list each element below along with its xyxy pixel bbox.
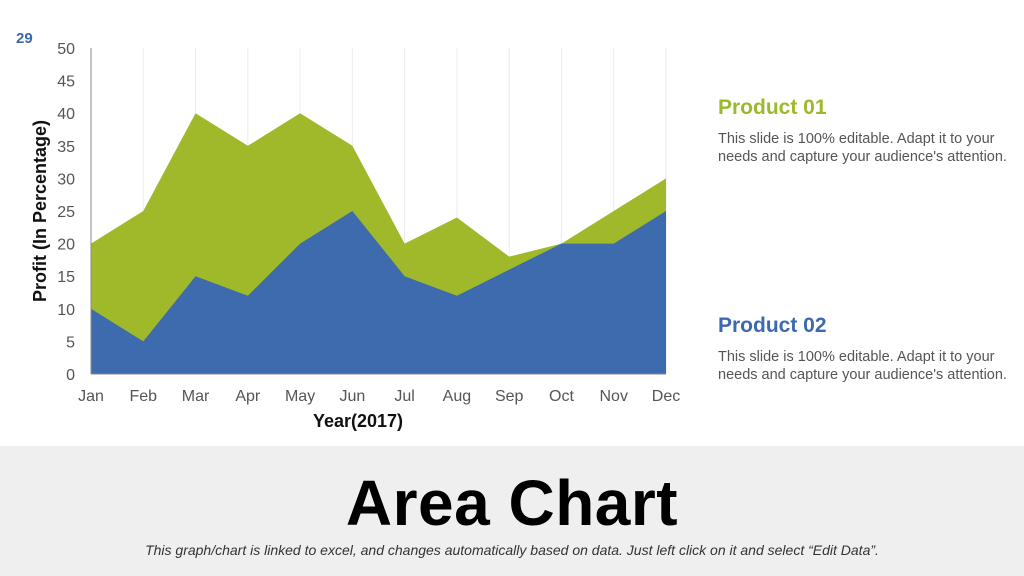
x-tick-label: Oct: [549, 388, 574, 405]
slide-number: 29: [16, 30, 33, 47]
x-tick-label: Mar: [182, 388, 210, 405]
x-tick-label: Nov: [600, 388, 628, 405]
legend-product-02: Product 02 This slide is 100% editable. …: [718, 314, 1008, 384]
legend-title-product-01: Product 01: [718, 96, 827, 119]
area-series-2: [91, 211, 666, 374]
x-tick-label: Sep: [495, 388, 524, 405]
legend-title-product-02: Product 02: [718, 314, 827, 337]
legend-description-product-02: This slide is 100% editable. Adapt it to…: [718, 349, 1007, 383]
x-tick-label: Jan: [78, 388, 104, 405]
y-tick-label: 15: [57, 269, 75, 286]
y-tick-label: 0: [66, 367, 75, 384]
x-tick-label: Feb: [129, 388, 157, 405]
y-tick-label: 35: [57, 139, 75, 156]
legend-product-01: Product 01 This slide is 100% editable. …: [718, 96, 1008, 166]
x-tick-label: Jun: [339, 388, 365, 405]
x-tick-label: Apr: [235, 388, 261, 405]
chart-axes: [90, 48, 666, 375]
y-axis-title: Profit (In Percentage): [30, 120, 50, 302]
y-tick-label: 10: [57, 302, 75, 319]
x-tick-label: Aug: [443, 388, 471, 405]
y-tick-label: 40: [57, 106, 75, 123]
y-tick-label: 25: [57, 204, 75, 221]
chart-tick-labels: 0 5 10 15 20 25 30 35 40 45 50 Jan Feb Mar Apr May Jun Ju…: [57, 41, 680, 405]
y-tick-label: 5: [66, 334, 75, 351]
footer-band: Area Chart This graph/chart is linked to…: [0, 446, 1024, 576]
y-tick-label: 30: [57, 171, 75, 188]
legend-description-product-01: This slide is 100% editable. Adapt it to…: [718, 131, 1007, 165]
y-tick-label: 45: [57, 74, 75, 91]
y-tick-label: 50: [57, 41, 75, 58]
slide-title: Area Chart: [345, 467, 679, 539]
y-tick-label: 20: [57, 237, 75, 254]
footer-caption: This graph/chart is linked to excel, and…: [145, 542, 879, 558]
x-tick-label: Dec: [652, 388, 680, 405]
area-chart: 0 5 10 15 20 25 30 35 40 45 50 Jan Feb Mar Apr May Jun Ju…: [30, 41, 680, 431]
chart-areas: [91, 113, 666, 374]
x-tick-label: May: [285, 388, 315, 405]
x-tick-label: Jul: [394, 388, 414, 405]
x-axis-title: Year(2017): [313, 411, 403, 431]
